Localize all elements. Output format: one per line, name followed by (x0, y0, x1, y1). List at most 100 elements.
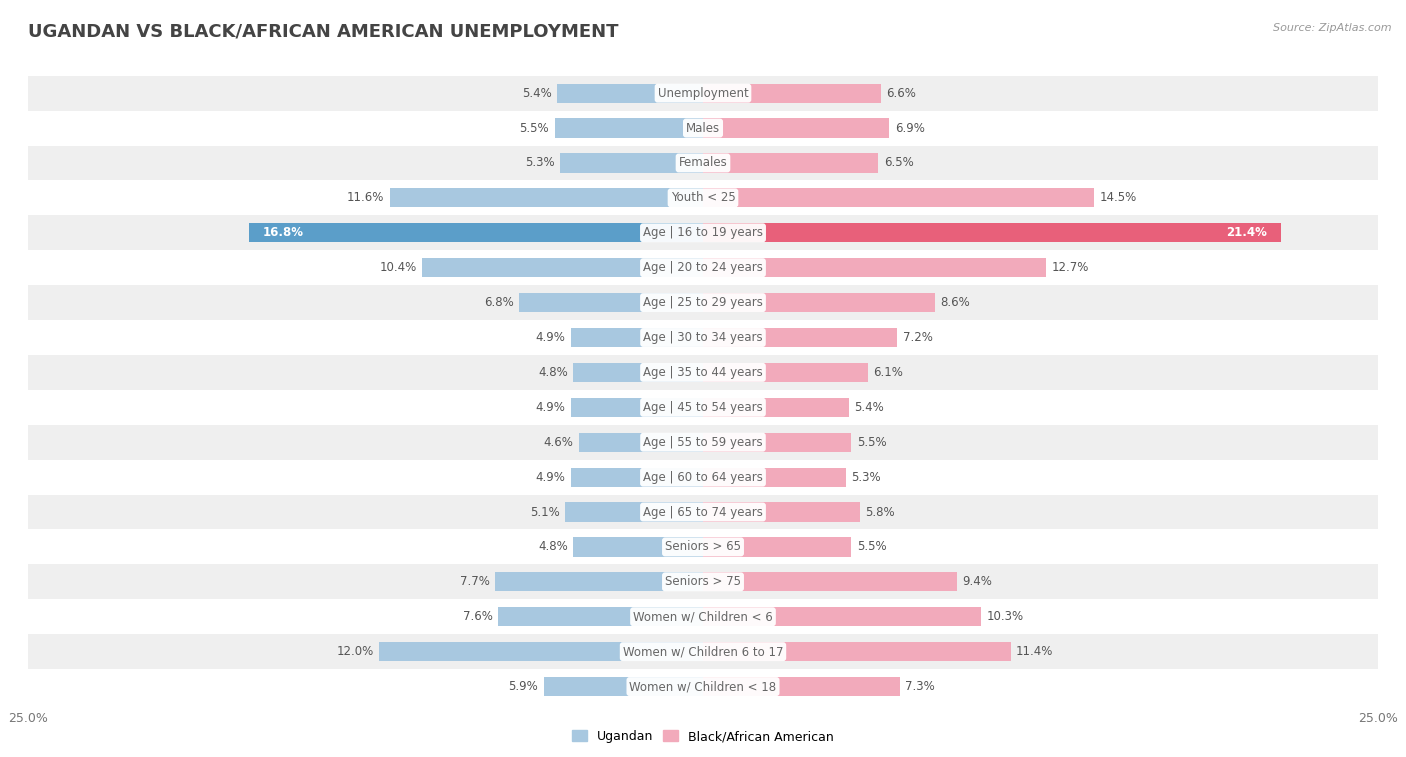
Bar (703, 432, 852, 452)
Bar (703, 188, 1094, 207)
Bar (703, 572, 956, 591)
Bar (28, 494, 1378, 529)
Text: 5.4%: 5.4% (855, 400, 884, 414)
Bar (28, 145, 1378, 180)
Text: Age | 20 to 24 years: Age | 20 to 24 years (643, 261, 763, 274)
Text: 4.8%: 4.8% (538, 540, 568, 553)
Text: 12.7%: 12.7% (1052, 261, 1088, 274)
Text: Age | 60 to 64 years: Age | 60 to 64 years (643, 471, 763, 484)
Bar (28, 669, 1378, 704)
Text: Age | 35 to 44 years: Age | 35 to 44 years (643, 366, 763, 379)
Bar (380, 642, 703, 662)
Text: 14.5%: 14.5% (1099, 192, 1137, 204)
Bar (703, 607, 981, 626)
Text: 9.4%: 9.4% (962, 575, 993, 588)
Bar (28, 251, 1378, 285)
Text: 10.3%: 10.3% (987, 610, 1024, 623)
Bar (703, 258, 1046, 277)
Text: 4.6%: 4.6% (544, 436, 574, 449)
Bar (565, 503, 703, 522)
Bar (28, 355, 1378, 390)
Text: 16.8%: 16.8% (263, 226, 304, 239)
Text: Women w/ Children 6 to 17: Women w/ Children 6 to 17 (623, 645, 783, 658)
Bar (495, 572, 703, 591)
Bar (703, 537, 852, 556)
Bar (579, 432, 703, 452)
Bar (389, 188, 703, 207)
Text: Source: ZipAtlas.com: Source: ZipAtlas.com (1274, 23, 1392, 33)
Text: Seniors > 75: Seniors > 75 (665, 575, 741, 588)
Bar (571, 468, 703, 487)
Bar (703, 397, 849, 417)
Bar (28, 76, 1378, 111)
Text: Age | 30 to 34 years: Age | 30 to 34 years (643, 331, 763, 344)
Bar (28, 111, 1378, 145)
Text: 11.4%: 11.4% (1017, 645, 1053, 658)
Text: Youth < 25: Youth < 25 (671, 192, 735, 204)
Text: 5.1%: 5.1% (530, 506, 560, 519)
Text: 6.8%: 6.8% (484, 296, 515, 309)
Text: Unemployment: Unemployment (658, 86, 748, 100)
Text: 6.5%: 6.5% (884, 157, 914, 170)
Bar (571, 397, 703, 417)
Text: Males: Males (686, 122, 720, 135)
Text: 5.4%: 5.4% (522, 86, 551, 100)
Bar (28, 285, 1378, 320)
Text: Age | 25 to 29 years: Age | 25 to 29 years (643, 296, 763, 309)
Bar (28, 459, 1378, 494)
Bar (557, 83, 703, 103)
Bar (703, 223, 1281, 242)
Bar (249, 223, 703, 242)
Bar (554, 118, 703, 138)
Bar (703, 503, 859, 522)
Bar (571, 328, 703, 347)
Text: Age | 16 to 19 years: Age | 16 to 19 years (643, 226, 763, 239)
Bar (28, 215, 1378, 251)
Bar (28, 634, 1378, 669)
Bar (703, 118, 889, 138)
Text: 5.3%: 5.3% (852, 471, 882, 484)
Text: Females: Females (679, 157, 727, 170)
Text: 5.5%: 5.5% (519, 122, 550, 135)
Bar (703, 328, 897, 347)
Bar (703, 154, 879, 173)
Text: 11.6%: 11.6% (347, 192, 384, 204)
Text: UGANDAN VS BLACK/AFRICAN AMERICAN UNEMPLOYMENT: UGANDAN VS BLACK/AFRICAN AMERICAN UNEMPL… (28, 23, 619, 41)
Text: Women w/ Children < 18: Women w/ Children < 18 (630, 680, 776, 693)
Bar (703, 642, 1011, 662)
Bar (498, 607, 703, 626)
Text: 5.5%: 5.5% (856, 540, 887, 553)
Bar (560, 154, 703, 173)
Text: 4.9%: 4.9% (536, 331, 565, 344)
Text: Women w/ Children < 6: Women w/ Children < 6 (633, 610, 773, 623)
Text: 10.4%: 10.4% (380, 261, 416, 274)
Bar (703, 83, 882, 103)
Text: 5.8%: 5.8% (865, 506, 894, 519)
Text: Age | 65 to 74 years: Age | 65 to 74 years (643, 506, 763, 519)
Legend: Ugandan, Black/African American: Ugandan, Black/African American (567, 725, 839, 748)
Bar (28, 529, 1378, 565)
Bar (28, 600, 1378, 634)
Bar (519, 293, 703, 312)
Text: 4.9%: 4.9% (536, 400, 565, 414)
Text: 7.2%: 7.2% (903, 331, 932, 344)
Bar (544, 677, 703, 696)
Bar (703, 677, 900, 696)
Text: 5.9%: 5.9% (509, 680, 538, 693)
Text: 7.6%: 7.6% (463, 610, 492, 623)
Bar (422, 258, 703, 277)
Text: 6.9%: 6.9% (894, 122, 925, 135)
Text: 6.1%: 6.1% (873, 366, 903, 379)
Text: 5.3%: 5.3% (524, 157, 554, 170)
Bar (28, 390, 1378, 425)
Bar (574, 537, 703, 556)
Text: 12.0%: 12.0% (336, 645, 374, 658)
Text: Age | 55 to 59 years: Age | 55 to 59 years (643, 436, 763, 449)
Bar (703, 468, 846, 487)
Bar (703, 363, 868, 382)
Bar (28, 180, 1378, 215)
Bar (28, 320, 1378, 355)
Bar (574, 363, 703, 382)
Text: 4.8%: 4.8% (538, 366, 568, 379)
Bar (703, 293, 935, 312)
